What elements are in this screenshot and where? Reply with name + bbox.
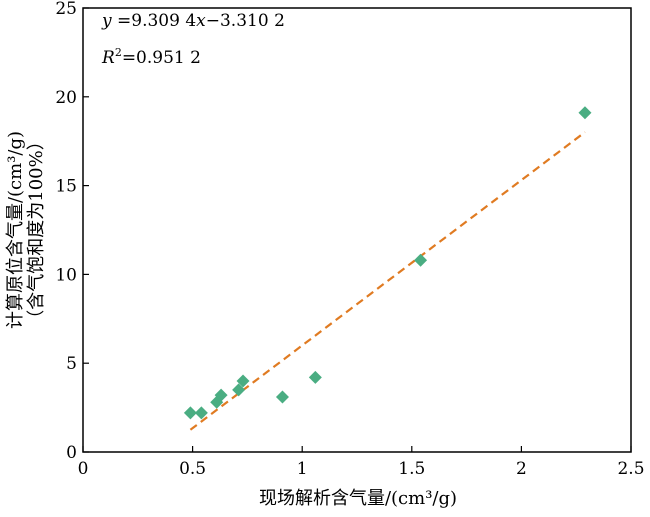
data-point bbox=[308, 370, 322, 384]
data-point bbox=[183, 406, 197, 420]
x-tick-label: 2.5 bbox=[617, 459, 644, 479]
y-tick-label: 15 bbox=[55, 177, 77, 197]
regression-equation: y =9.309 4x−3.310 2 bbox=[101, 11, 285, 31]
y-tick-label: 20 bbox=[55, 88, 77, 108]
y-tick-label: 10 bbox=[55, 265, 77, 285]
data-point bbox=[578, 106, 592, 120]
data-point bbox=[232, 383, 246, 397]
data-point bbox=[236, 374, 250, 388]
y-tick-label: 25 bbox=[55, 0, 77, 19]
x-tick-label: 0.5 bbox=[179, 459, 206, 479]
y-axis-subtitle: （含气饱和度为100%） bbox=[26, 132, 47, 327]
data-points bbox=[183, 106, 592, 420]
x-axis-title: 现场解析含气量/(cm³/g) bbox=[259, 488, 457, 509]
y-tick-label: 5 bbox=[66, 354, 77, 374]
regression-line bbox=[189, 131, 586, 431]
data-point bbox=[194, 406, 208, 420]
x-tick-label: 1 bbox=[297, 459, 308, 479]
y-axis-title: 计算原位含气量/(cm³/g) bbox=[5, 131, 26, 329]
data-point bbox=[214, 388, 228, 402]
data-point bbox=[275, 390, 289, 404]
plot-frame bbox=[82, 7, 632, 453]
axis-ticks: 0 0.5 1 1.5 2 2.5 0 5 10 15 20 25 bbox=[55, 0, 644, 479]
x-tick-label: 0 bbox=[78, 459, 89, 479]
y-tick-label: 0 bbox=[66, 443, 77, 463]
x-tick-label: 2 bbox=[516, 459, 527, 479]
fit-line-layer bbox=[189, 131, 586, 431]
r-squared-annotation: R2=0.951 2 bbox=[101, 46, 201, 68]
data-point bbox=[414, 253, 428, 267]
x-tick-label: 1.5 bbox=[398, 459, 425, 479]
